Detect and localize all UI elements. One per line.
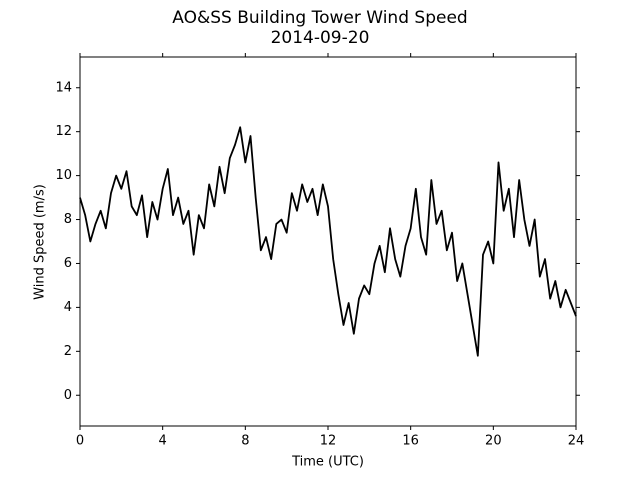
x-tick-label: 16 [402,434,419,449]
x-tick-label: 20 [485,434,502,449]
y-tick-label: 0 [64,388,72,403]
x-axis-label: Time (UTC) [291,455,364,470]
y-tick-label: 12 [55,124,72,139]
x-tick-label: 12 [320,434,337,449]
y-tick-label: 4 [64,300,72,315]
y-tick-label: 14 [55,80,72,95]
chart-title: AO&SS Building Tower Wind Speed [172,8,467,28]
x-tick-label: 8 [241,434,249,449]
y-tick-label: 6 [64,256,72,271]
x-tick-label: 0 [76,434,84,449]
chart-subtitle: 2014-09-20 [271,28,370,48]
y-tick-label: 10 [55,168,72,183]
plot-frame [79,56,577,427]
x-tick-label: 4 [159,434,167,449]
x-tick-label: 24 [568,434,585,449]
y-axis-label: Wind Speed (m/s) [33,184,48,300]
y-tick-label: 2 [64,344,72,359]
line [79,126,577,357]
y-tick-label: 8 [64,212,72,227]
